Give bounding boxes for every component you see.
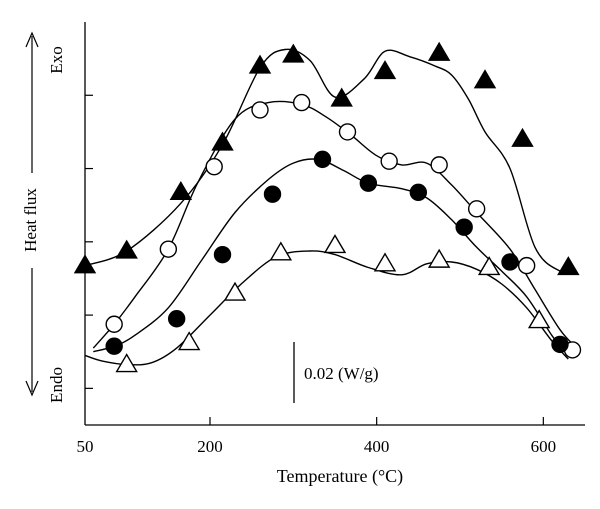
open-circle-marker-7 bbox=[430, 156, 448, 174]
filled-triangle-marker-4 bbox=[248, 54, 272, 74]
filled-circle-marker-6 bbox=[409, 183, 428, 202]
filled-triangle-marker-3 bbox=[211, 131, 234, 151]
filled-triangle-marker-0 bbox=[73, 254, 97, 274]
filled-circle-marker-3 bbox=[263, 185, 282, 203]
filled-triangle-marker-7 bbox=[373, 60, 397, 80]
filled-triangle-marker-9 bbox=[473, 69, 497, 89]
open-circle-marker-0 bbox=[105, 315, 123, 333]
filled-circle-marker-0 bbox=[105, 337, 123, 355]
filled-triangle-marker-5 bbox=[282, 43, 305, 63]
open-triangle-marker-7 bbox=[477, 256, 501, 276]
heat-flux-arrow bbox=[25, 31, 39, 397]
x-tick-label-0: 50 bbox=[77, 437, 94, 456]
open-triangle-marker-6 bbox=[427, 248, 451, 268]
filled-circle-marker-9 bbox=[551, 335, 569, 354]
endo-label: Endo bbox=[47, 367, 66, 403]
filled-circle-marker-7 bbox=[455, 218, 473, 236]
open-circle-marker-3 bbox=[251, 101, 269, 119]
open-triangle-marker-0 bbox=[115, 353, 138, 373]
filled-circle-marker-1 bbox=[167, 310, 186, 328]
series-line-open-triangle bbox=[84, 250, 569, 366]
open-circle-marker-5 bbox=[338, 123, 357, 141]
filled-circle-marker-5 bbox=[359, 174, 378, 192]
open-circle-marker-2 bbox=[205, 158, 223, 176]
x-tick-label-2: 400 bbox=[364, 437, 390, 456]
open-circle-marker-4 bbox=[292, 93, 311, 112]
heat-flux-label: Heat flux bbox=[21, 188, 40, 252]
open-circle-marker-8 bbox=[467, 200, 486, 218]
open-circle-marker-6 bbox=[380, 152, 398, 170]
y-ticks bbox=[85, 94, 93, 389]
filled-triangle-marker-1 bbox=[115, 239, 138, 259]
filled-triangle-marker-6 bbox=[330, 87, 353, 107]
open-circle-marker-9 bbox=[517, 256, 536, 275]
series-layer bbox=[73, 41, 582, 373]
filled-triangle-marker-11 bbox=[557, 256, 580, 276]
open-triangle-marker-2 bbox=[223, 281, 247, 301]
series-line-filled-circle bbox=[93, 158, 565, 353]
filled-triangle-marker-8 bbox=[427, 41, 451, 61]
x-ticks: 50 200 400 600 bbox=[77, 417, 557, 456]
open-circle-marker-1 bbox=[159, 240, 178, 258]
x-tick-label-1: 200 bbox=[197, 437, 223, 456]
x-axis-title: Temperature (°C) bbox=[277, 466, 403, 487]
open-triangle-marker-1 bbox=[177, 331, 201, 351]
x-tick-label-3: 600 bbox=[531, 437, 557, 456]
scale-bar-label: 0.02 (W/g) bbox=[304, 364, 379, 383]
open-triangle-marker-3 bbox=[269, 241, 293, 261]
filled-circle-marker-2 bbox=[213, 245, 232, 264]
open-triangle-marker-8 bbox=[527, 309, 551, 329]
filled-triangle-marker-2 bbox=[169, 180, 193, 201]
open-triangle-marker-4 bbox=[323, 234, 347, 254]
open-triangle-marker-5 bbox=[373, 252, 397, 272]
filled-circle-marker-8 bbox=[501, 253, 519, 271]
exo-label: Exo bbox=[47, 46, 66, 73]
filled-circle-marker-4 bbox=[313, 150, 332, 169]
filled-triangle-marker-10 bbox=[511, 127, 534, 147]
